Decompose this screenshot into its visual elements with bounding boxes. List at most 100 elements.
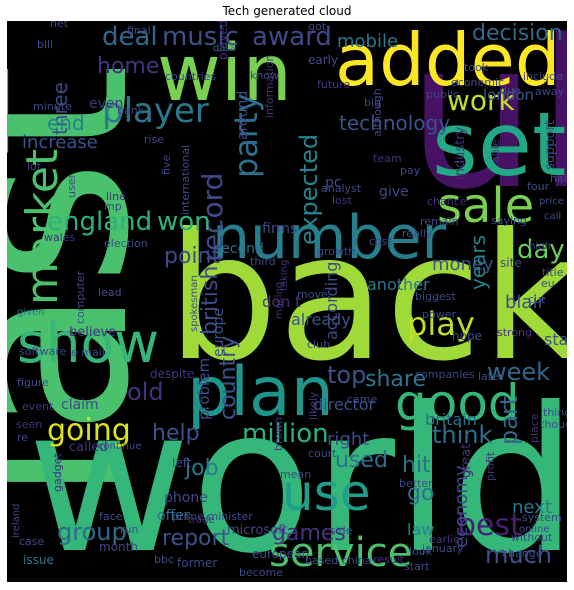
cloud-word: market <box>17 149 68 305</box>
cloud-word: issue <box>23 553 54 567</box>
cloud-word: week <box>487 358 550 386</box>
cloud-word: election <box>104 237 148 250</box>
cloud-word: title <box>542 266 564 279</box>
cloud-word: got <box>308 21 327 33</box>
cloud-word: chance <box>427 195 467 208</box>
cloud-word: record <box>196 173 229 262</box>
cloud-word: give <box>379 184 409 200</box>
cloud-word: firms <box>262 221 297 237</box>
cloud-word: show <box>17 311 159 375</box>
cloud-word: pay <box>400 164 421 177</box>
cloud-word: brown <box>272 417 285 451</box>
cloud-word: player <box>102 91 209 131</box>
cloud-word: system <box>522 511 562 524</box>
cloud-word: user <box>65 174 78 198</box>
cloud-word: analyst <box>321 182 362 195</box>
cloud-word: high <box>529 241 551 252</box>
cloud-word: set <box>432 93 567 196</box>
cloud-word: companies <box>415 368 475 381</box>
cloud-word: mp <box>104 200 122 213</box>
cloud-word: thing <box>543 406 567 419</box>
cloud-word: cost <box>369 235 393 248</box>
cloud-word: another <box>367 275 430 294</box>
cloud-word: five <box>160 155 173 175</box>
cloud-word: played <box>216 21 230 60</box>
cloud-word: line <box>106 190 126 203</box>
cloud-word: money <box>432 254 494 275</box>
cloud-word: win <box>157 29 292 119</box>
cloud-word: rise <box>144 133 164 146</box>
cloud-word: uk <box>407 21 567 235</box>
cloud-word: look <box>409 545 433 558</box>
cloud-word: public <box>426 88 459 101</box>
cloud-word: information <box>263 54 276 118</box>
cloud-word: likely <box>307 391 320 420</box>
cloud-word: re <box>17 431 28 444</box>
cloud-word: back <box>167 197 567 400</box>
cloud-word: eu <box>541 277 555 290</box>
cloud-word: left <box>172 456 192 470</box>
cloud-word: bbc <box>154 553 174 566</box>
cloud-word: industry <box>453 126 468 180</box>
cloud-word: economy <box>451 465 472 548</box>
cloud-word: second <box>214 241 264 257</box>
cloud-word: even <box>89 96 123 112</box>
cloud-word: remain <box>420 215 459 228</box>
cloud-word: lead <box>98 286 122 299</box>
cloud-word: don t <box>262 293 301 311</box>
cloud-word: pc <box>325 175 342 191</box>
cloud-word: think <box>432 421 493 449</box>
cloud-word: music <box>162 22 239 52</box>
cloud-word: deal <box>102 22 158 52</box>
cloud-word: increase <box>22 132 98 153</box>
cloud-word: without <box>511 531 553 544</box>
cloud-word: site <box>500 256 522 270</box>
cloud-word: case <box>19 535 45 548</box>
cloud-word: already <box>291 310 351 329</box>
cloud-word: britain <box>425 410 477 429</box>
cloud-word: plan <box>187 353 334 432</box>
cloud-word: used <box>335 448 388 473</box>
cloud-word: computer <box>74 270 87 324</box>
cloud-word: mean <box>280 468 311 481</box>
cloud-word: call <box>544 211 561 222</box>
cloud-word: three <box>48 82 72 135</box>
cloud-word: growth <box>317 245 355 258</box>
cloud-word: called <box>69 440 108 455</box>
cloud-word: support <box>543 120 558 170</box>
cloud-word: best <box>457 508 522 543</box>
cloud-word: according <box>322 262 341 340</box>
cloud-word: problem <box>195 358 213 420</box>
cloud-word: phone <box>164 490 208 506</box>
cloud-word: ireland <box>11 504 22 538</box>
cloud-word: share <box>365 367 426 392</box>
cloud-word: face <box>99 510 123 523</box>
cloud-word: early <box>308 53 338 67</box>
cloud-word: technology <box>339 111 450 135</box>
cloud-word: hit <box>402 453 431 478</box>
cloud-word: prime minister <box>172 510 253 523</box>
cloud-word: won <box>157 207 211 237</box>
cloud-word: bank <box>117 104 145 117</box>
cloud-word: expected <box>295 134 323 245</box>
cloud-word: next <box>512 497 552 518</box>
cloud-word: club <box>307 338 330 351</box>
cloud-word: play <box>407 305 475 343</box>
cloud-word: last <box>7 63 183 505</box>
cloud-word: become <box>239 566 283 579</box>
cloud-word: british <box>198 266 223 335</box>
cloud-word: believe <box>69 325 116 340</box>
cloud-word: london <box>483 86 534 104</box>
cloud-word: european <box>252 547 309 561</box>
cloud-word: figure <box>17 376 49 389</box>
cloud-word: place <box>528 413 541 443</box>
cloud-word: bill <box>37 38 53 51</box>
cloud-word: work <box>447 84 516 117</box>
cloud-word: saying <box>491 214 527 227</box>
cloud-word: gadget <box>51 453 64 492</box>
cloud-word: added <box>335 21 561 102</box>
cloud-word: start <box>404 560 430 573</box>
cloud-word: know <box>250 69 279 82</box>
cloud-word: result <box>373 553 405 566</box>
cloud-word: international <box>179 145 192 215</box>
